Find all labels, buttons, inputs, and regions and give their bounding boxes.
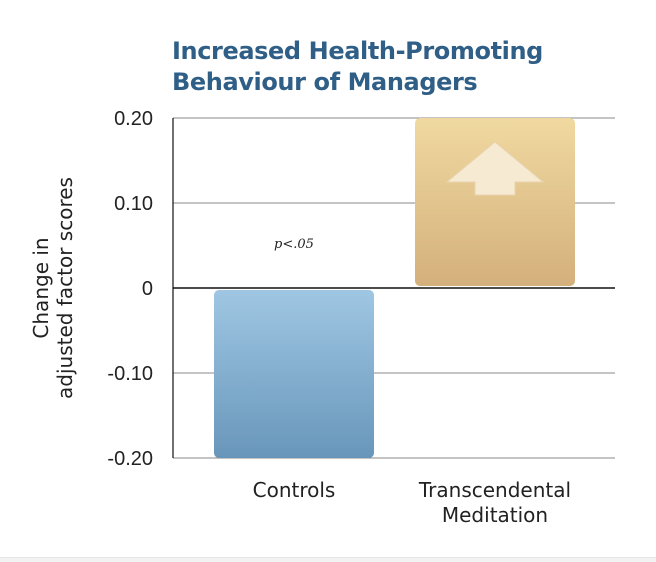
y-tick-label: 0.10 xyxy=(114,193,153,215)
y-tick-label: 0.20 xyxy=(114,108,153,130)
bar-transcendental-meditation xyxy=(415,118,575,286)
y-axis-label: Change in adjusted factor scores xyxy=(29,177,77,399)
footer-divider xyxy=(0,557,656,562)
x-tick-label: Controls xyxy=(253,478,336,502)
bar-controls xyxy=(214,290,374,458)
up-arrow-icon xyxy=(445,141,545,196)
significance-annotation: p<.05 xyxy=(274,237,314,252)
y-axis-label-line-1: Change in xyxy=(29,237,53,338)
axes xyxy=(172,118,615,458)
x-tick-label: Transcendental xyxy=(418,478,571,502)
y-axis-label-line-2: adjusted factor scores xyxy=(53,177,77,399)
chart-title: Increased Health-Promoting Behaviour of … xyxy=(172,36,642,98)
y-tick-label: 0 xyxy=(142,278,153,300)
chart-title-line-1: Increased Health-Promoting xyxy=(172,37,543,65)
bars xyxy=(214,118,575,458)
chart-title-line-2: Behaviour of Managers xyxy=(172,68,478,96)
y-tick-labels: 0.20 0.10 0 -0.10 -0.20 xyxy=(107,108,153,470)
y-tick-label: -0.10 xyxy=(107,363,153,385)
y-tick-label: -0.20 xyxy=(107,448,153,470)
x-tick-label: Meditation xyxy=(442,503,548,527)
